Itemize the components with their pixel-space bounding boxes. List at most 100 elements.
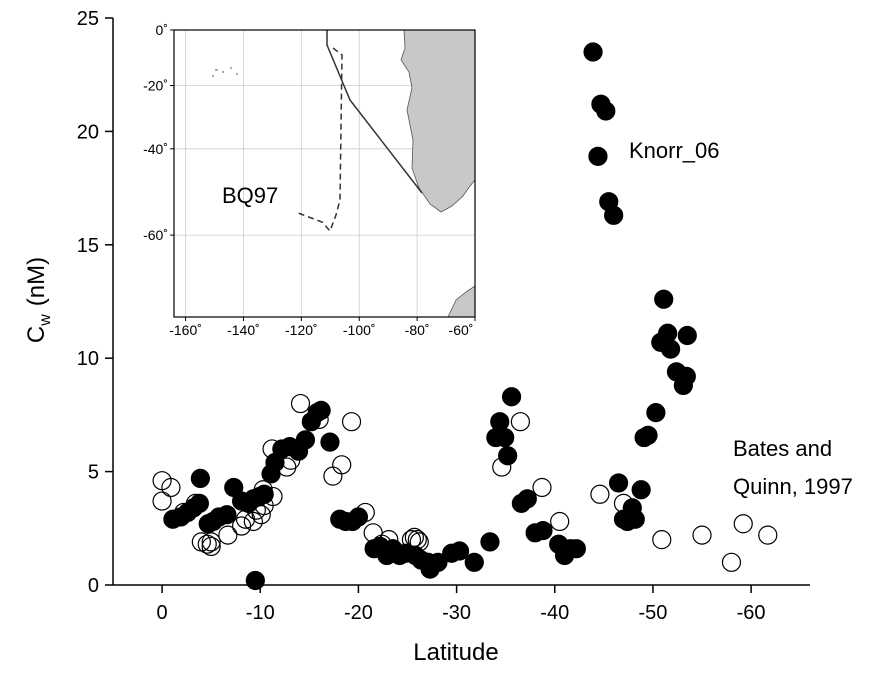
- x-axis-label: Latitude: [413, 639, 498, 666]
- inset-frame: [173, 29, 476, 318]
- data-point: [677, 325, 697, 346]
- x-tick-label: -40: [540, 602, 569, 624]
- x-tick-label: 0: [157, 602, 168, 624]
- data-point: [533, 520, 553, 541]
- map-y-tick-label: -60˚: [143, 227, 168, 243]
- y-tick-label: 0: [88, 575, 99, 597]
- data-point: [652, 530, 672, 550]
- y-label-main: C: [23, 326, 50, 343]
- data-point: [218, 525, 238, 545]
- data-point: [758, 525, 778, 545]
- data-point: [583, 42, 603, 62]
- data-point: [604, 205, 624, 225]
- data-point: [201, 532, 221, 552]
- map-y-tick-label: 0˚: [156, 22, 168, 38]
- data-point: [495, 427, 515, 448]
- data-point: [646, 403, 666, 423]
- data-point: [492, 457, 512, 477]
- data-point: [428, 552, 448, 572]
- data-point: [550, 511, 570, 532]
- data-point: [161, 477, 181, 498]
- data-point: [243, 511, 263, 532]
- data-point: [251, 505, 271, 525]
- data-point: [631, 480, 651, 500]
- track-knorr: [326, 30, 423, 194]
- data-point: [480, 532, 500, 552]
- data-point: [201, 536, 221, 557]
- data-point: [253, 480, 273, 500]
- data-point: [262, 439, 282, 459]
- series-label: Bates and Quinn, 1997: [733, 436, 853, 499]
- data-point: [517, 489, 537, 509]
- data-point: [263, 486, 283, 507]
- data-point: [332, 455, 352, 475]
- y-label-unit: (nM): [23, 257, 50, 306]
- map-annotation: BQ97: [222, 183, 278, 208]
- map-x-tick-label: -100˚: [343, 322, 376, 338]
- data-point: [510, 412, 531, 432]
- data-point: [379, 530, 399, 550]
- y-tick-label: 20: [77, 121, 99, 143]
- data-point: [355, 502, 375, 523]
- y-axis-label: Cw (nM): [23, 257, 54, 343]
- map-x-tick-label: -140˚: [227, 322, 260, 338]
- data-point: [608, 473, 629, 493]
- track-bq97: [297, 47, 343, 233]
- data-point: [341, 412, 362, 432]
- y-label-sub: w: [37, 314, 54, 327]
- data-point: [721, 552, 742, 572]
- data-point: [217, 505, 237, 525]
- data-point: [245, 570, 265, 591]
- data-point: [407, 530, 427, 550]
- islands: [212, 67, 238, 77]
- data-point: [404, 527, 424, 547]
- y-tick-label: 15: [77, 235, 99, 257]
- data-point: [532, 477, 552, 498]
- data-point: [634, 427, 654, 448]
- x-tick-label: -10: [246, 602, 275, 624]
- data-point: [590, 484, 610, 504]
- map-x-tick-label: -160˚: [169, 322, 202, 338]
- data-point: [613, 493, 634, 513]
- y-tick-label: 5: [88, 462, 99, 484]
- data-point: [660, 339, 681, 359]
- x-tick-label: -20: [344, 602, 373, 624]
- x-tick-label: -50: [638, 602, 667, 624]
- map-y-tick-label: -20˚: [143, 78, 168, 94]
- y-tick-label: 10: [77, 348, 99, 370]
- data-point: [464, 552, 484, 572]
- data-point: [372, 534, 392, 554]
- data-point: [190, 468, 210, 489]
- series-label: Knorr_06: [629, 138, 720, 163]
- inset-map: BQ97 -160˚ -140˚ -120˚ -100˚ -80˚ -60˚ 0˚ -20˚ -…: [143, 22, 476, 338]
- data-point: [449, 541, 470, 561]
- data-point: [501, 387, 522, 407]
- map-x-tick-label: -120˚: [285, 322, 318, 338]
- data-point: [281, 450, 301, 470]
- plot: 0 -10 -20 -30 -40 -50 -60 0 5 10 15 20 25: [77, 8, 810, 624]
- map-x-tick-label: -80˚: [405, 322, 430, 338]
- data-point: [490, 412, 510, 432]
- data-point: [566, 539, 586, 559]
- data-point: [290, 393, 311, 414]
- data-point: [185, 493, 206, 513]
- map-x-tick-label: -60˚: [449, 322, 474, 338]
- data-point: [625, 509, 645, 529]
- data-point: [401, 530, 422, 550]
- data-point: [197, 534, 217, 554]
- data-point: [309, 409, 329, 430]
- y-tick-label: 25: [77, 8, 99, 30]
- data-point: [733, 514, 753, 534]
- data-point: [588, 146, 608, 166]
- data-point: [673, 375, 693, 396]
- x-tick-label: -60: [737, 602, 766, 624]
- data-point: [498, 446, 518, 466]
- data-point: [409, 532, 429, 552]
- data-point: [152, 491, 172, 511]
- x-tick-label: -30: [442, 602, 471, 624]
- data-point: [654, 289, 674, 309]
- data-point: [596, 101, 616, 121]
- data-point: [295, 430, 316, 450]
